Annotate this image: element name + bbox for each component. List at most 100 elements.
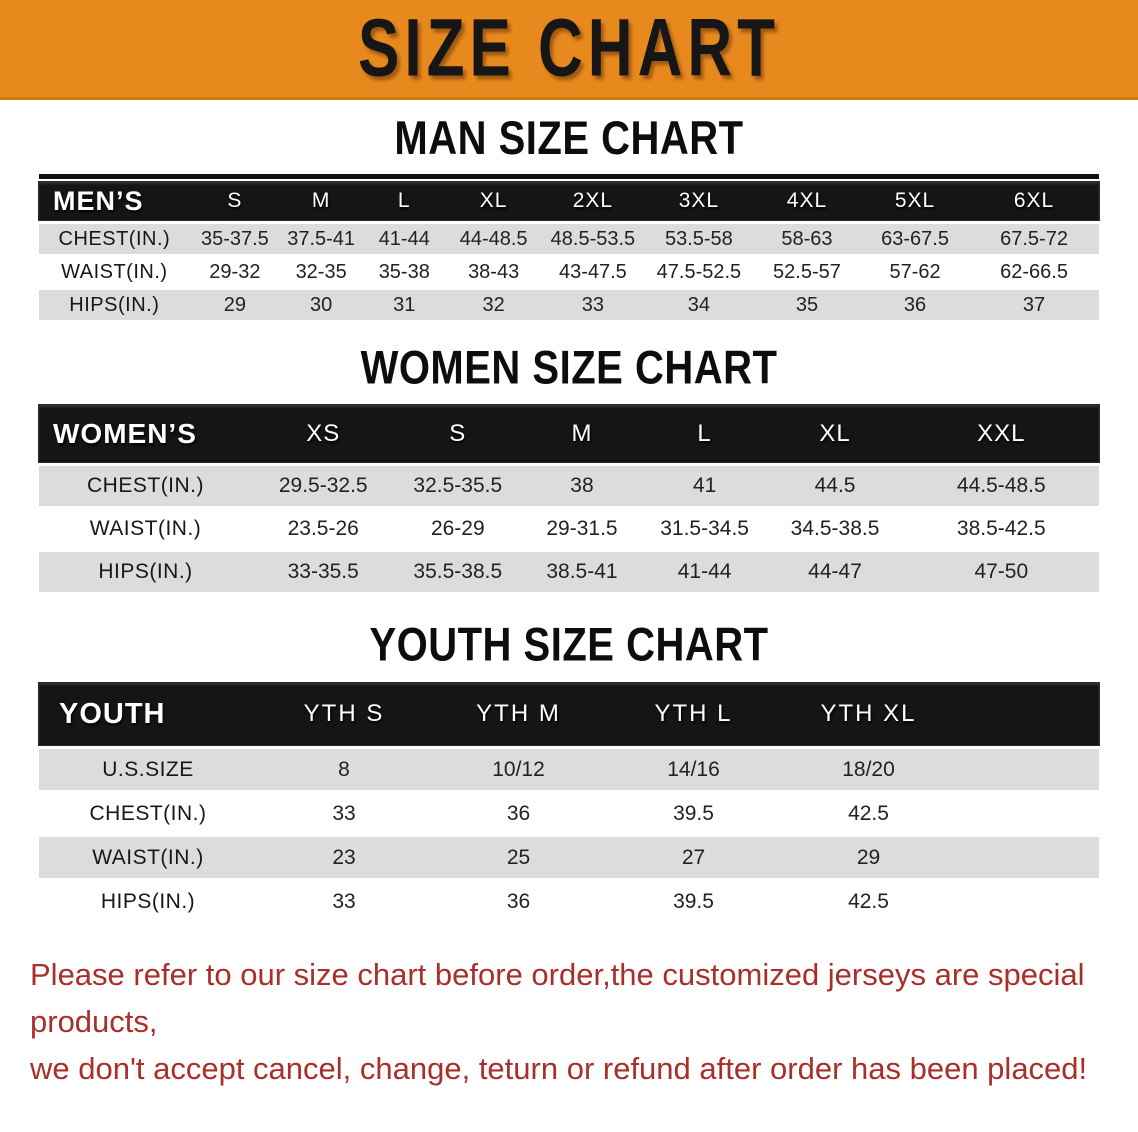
banner-title: SIZE CHART — [358, 2, 780, 95]
row-label: U.S.SIZE — [102, 757, 194, 781]
size-header-cell: M — [571, 419, 593, 447]
table-row: WAIST(IN.) 29-32 32-35 35-38 38-43 43-47… — [39, 257, 1099, 290]
value-cell: 57-62 — [889, 260, 941, 283]
value-cell: 18/20 — [842, 757, 895, 781]
mens-table-header-row: MEN’S S M L XL 2XL 3XL 4XL 5XL 6XL — [39, 182, 1099, 220]
value-cell: 32 — [482, 293, 505, 316]
row-label: WAIST(IN.) — [89, 517, 202, 540]
value-cell: 52.5-57 — [773, 260, 841, 283]
size-chart-banner: SIZE CHART — [0, 0, 1138, 100]
value-cell: 33 — [581, 293, 605, 316]
value-cell: 14/16 — [667, 757, 720, 781]
row-label: WAIST(IN.) — [61, 260, 168, 283]
value-cell: 34 — [687, 293, 711, 316]
value-cell: 38.5-41 — [546, 560, 618, 583]
value-cell: 25 — [506, 845, 531, 869]
row-label: HIPS(IN.) — [69, 293, 160, 316]
value-cell: 34.5-38.5 — [790, 517, 880, 540]
size-header-cell: 6XL — [1013, 189, 1055, 212]
disclaimer-note: Please refer to our size chart before or… — [30, 951, 1138, 1092]
row-label: HIPS(IN.) — [100, 889, 196, 913]
value-cell: 48.5-53.5 — [550, 227, 636, 250]
value-cell: 47.5-52.5 — [656, 260, 742, 283]
mens-size-table: MEN’S S M L XL 2XL 3XL 4XL 5XL 6XL CHEST… — [39, 174, 1099, 323]
value-cell: 58-63 — [781, 227, 833, 250]
value-cell: 41-44 — [677, 560, 732, 583]
value-cell: 44.5-48.5 — [956, 474, 1046, 497]
size-header-cell: L — [697, 419, 712, 447]
value-cell: 27 — [681, 845, 706, 869]
value-cell: 23 — [332, 845, 356, 869]
row-label: CHEST(IN.) — [58, 227, 171, 250]
disclaimer-line-1: Please refer to our size chart before or… — [30, 957, 1085, 1039]
size-header-cell: S — [227, 189, 243, 212]
table-row: HIPS(IN.) 33 36 39.5 42.5 — [39, 881, 1099, 925]
youth-size-table: YOUTH YTH S YTH M YTH L YTH XL U.S.SIZE … — [39, 683, 1099, 925]
value-cell: 29 — [223, 293, 246, 316]
table-row: CHEST(IN.) 33 36 39.5 42.5 — [39, 793, 1099, 837]
womens-size-table: WOMEN’S XS S M L XL XXL CHEST(IN.) 29.5-… — [39, 405, 1099, 595]
size-header-cell: XL — [819, 419, 851, 447]
womens-table-header-row: WOMEN’S XS S M L XL XXL — [39, 405, 1099, 462]
size-header-cell: YTH M — [476, 700, 561, 727]
youth-section-title: YOUTH SIZE CHART — [369, 618, 769, 671]
row-label: WAIST(IN.) — [92, 845, 204, 869]
disclaimer-line-2: we don't accept cancel, change, teturn o… — [30, 1051, 1088, 1086]
value-cell: 37 — [1022, 293, 1046, 316]
value-cell: 43-47.5 — [558, 260, 627, 283]
value-cell: 38 — [570, 474, 594, 497]
value-cell: 44-48.5 — [459, 227, 528, 250]
value-cell: 36 — [903, 293, 927, 316]
value-cell: 29.5-32.5 — [278, 474, 368, 497]
value-cell: 42.5 — [848, 801, 889, 825]
size-header-cell: 2XL — [572, 189, 614, 212]
womens-group-label: WOMEN’S — [53, 417, 197, 449]
mens-table-topline — [39, 174, 1099, 179]
value-cell: 38-43 — [468, 260, 520, 283]
value-cell: 33 — [332, 889, 356, 913]
youth-table-header-row: YOUTH YTH S YTH M YTH L YTH XL — [39, 683, 1099, 745]
value-cell: 39.5 — [673, 801, 714, 825]
size-header-cell: M — [311, 189, 331, 212]
value-cell: 41-44 — [378, 227, 430, 250]
value-cell: 23.5-26 — [287, 517, 359, 540]
value-cell: 42.5 — [848, 889, 889, 913]
size-header-cell: 5XL — [894, 189, 936, 212]
value-cell: 63-67.5 — [881, 227, 949, 250]
value-cell: 39.5 — [673, 889, 714, 913]
women-section-title: WOMEN SIZE CHART — [360, 341, 778, 394]
value-cell: 31 — [393, 293, 416, 316]
value-cell: 67.5-72 — [1000, 227, 1068, 250]
value-cell: 36 — [506, 801, 531, 825]
value-cell: 62-66.5 — [1000, 260, 1068, 283]
mens-group-label: MEN’S — [53, 185, 144, 216]
value-cell: 35.5-38.5 — [413, 560, 503, 583]
size-header-cell: YTH L — [654, 700, 733, 727]
table-row: WAIST(IN.) 23.5-26 26-29 29-31.5 31.5-34… — [39, 509, 1099, 552]
value-cell: 31.5-34.5 — [660, 517, 749, 540]
value-cell: 36 — [506, 889, 531, 913]
men-section-title: MAN SIZE CHART — [394, 112, 744, 165]
size-header-cell: S — [449, 419, 467, 447]
size-header-cell: XXL — [977, 419, 1026, 447]
value-cell: 29-32 — [209, 260, 261, 283]
size-header-cell: 4XL — [786, 189, 828, 212]
value-cell: 47-50 — [974, 560, 1029, 583]
value-cell: 30 — [310, 293, 333, 316]
size-header-cell: L — [397, 189, 411, 212]
value-cell: 26-29 — [430, 517, 485, 540]
table-row: HIPS(IN.) 29 30 31 32 33 34 35 36 37 — [39, 290, 1099, 323]
size-header-cell: 3XL — [678, 189, 720, 212]
value-cell: 53.5-58 — [664, 227, 733, 250]
value-cell: 10/12 — [492, 757, 545, 781]
table-row: CHEST(IN.) 35-37.5 37.5-41 41-44 44-48.5… — [39, 224, 1099, 257]
size-header-cell: XL — [479, 189, 508, 212]
value-cell: 32.5-35.5 — [413, 474, 503, 497]
size-header-cell: YTH XL — [820, 700, 917, 727]
value-cell: 8 — [338, 757, 350, 781]
value-cell: 32-35 — [295, 260, 347, 283]
value-cell: 35-37.5 — [200, 227, 269, 250]
value-cell: 38.5-42.5 — [956, 517, 1046, 540]
size-header-cell: YTH S — [303, 700, 385, 727]
row-label: CHEST(IN.) — [87, 474, 205, 497]
